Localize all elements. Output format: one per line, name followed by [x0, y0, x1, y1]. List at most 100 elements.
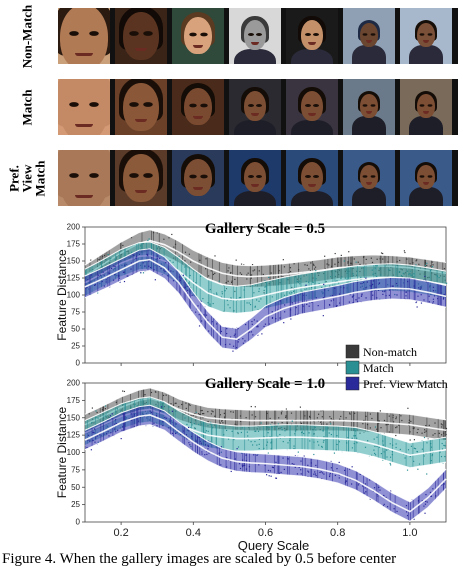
scatter-point [186, 438, 188, 440]
scatter-point [112, 279, 115, 281]
scatter-point [123, 390, 126, 393]
y-tick-label: 0 [76, 359, 81, 368]
scatter-point [321, 445, 323, 448]
scatter-point [191, 424, 193, 426]
scatter-point [168, 410, 170, 412]
scatter-point [186, 290, 188, 292]
scatter-point [210, 413, 212, 415]
scatter-point [220, 296, 223, 298]
scatter-point [270, 442, 272, 444]
y-tick-label: 200 [67, 223, 81, 232]
scatter-point [114, 423, 116, 425]
scatter-point [336, 435, 338, 437]
scatter-point [119, 410, 122, 412]
scatter-point [247, 272, 249, 274]
scatter-point [263, 325, 265, 328]
scatter-point [228, 267, 230, 269]
scatter-point [110, 257, 112, 259]
scatter-point [115, 419, 117, 421]
scatter-point [192, 280, 194, 283]
scatter-point [429, 491, 432, 494]
scatter-point [148, 260, 150, 262]
scatter-point [289, 270, 292, 273]
scatter-point [258, 443, 260, 445]
scatter-point [122, 271, 125, 273]
scatter-point [199, 259, 201, 261]
scatter-point [176, 431, 179, 433]
series-bound-line [84, 396, 447, 444]
y-tick-label: 0 [76, 518, 81, 527]
scatter-point [297, 281, 299, 283]
scatter-point [335, 305, 338, 308]
scatter-point [298, 466, 300, 469]
scatter-point [318, 283, 320, 285]
scatter-point [167, 275, 169, 277]
scatter-point [245, 417, 247, 419]
scatter-point [389, 443, 391, 445]
scatter-point [89, 440, 91, 442]
scatter-point [413, 439, 416, 441]
scatter-point [93, 284, 96, 286]
scatter-point [189, 404, 191, 406]
scatter-point [391, 285, 393, 287]
scatter-point [269, 470, 272, 472]
scatter-point [424, 512, 426, 514]
scatter-point [87, 439, 89, 441]
scatter-point [380, 252, 383, 254]
face-photo [400, 79, 452, 135]
scatter-point [243, 264, 245, 266]
scatter-point [208, 452, 210, 454]
scatter-point [202, 413, 204, 415]
scatter-point [86, 446, 88, 449]
scatter-point [296, 280, 298, 283]
scatter-point [115, 401, 117, 403]
scatter-point [162, 394, 165, 397]
scatter-point [236, 448, 238, 450]
scatter-point [409, 439, 411, 441]
scatter-point [348, 301, 350, 303]
scatter-point [173, 246, 175, 248]
scatter-point [300, 473, 302, 475]
scatter-point [200, 320, 203, 322]
scatter-point [393, 421, 395, 423]
face-photo [400, 150, 452, 206]
scatter-point [336, 468, 338, 470]
scatter-point [366, 281, 368, 283]
scatter-point [367, 440, 369, 442]
scatter-point [374, 289, 377, 291]
scatter-point [313, 473, 315, 475]
scatter-point [421, 432, 423, 434]
scatter-point [254, 440, 256, 443]
scatter-point [178, 255, 180, 257]
scatter-point [95, 437, 97, 439]
scatter-point [191, 435, 193, 438]
scatter-point [188, 253, 190, 255]
scatter-point [154, 279, 156, 281]
scatter-point [106, 433, 108, 435]
scatter-point [130, 407, 132, 409]
scatter-point [266, 474, 268, 476]
scatter-point [220, 330, 222, 332]
series-bound-line [84, 229, 447, 267]
scatter-point [421, 500, 423, 502]
scatter-point [275, 477, 277, 479]
scatter-point [92, 431, 94, 434]
scatter-point [304, 288, 306, 290]
scatter-point [107, 419, 109, 422]
scatter-point [406, 270, 409, 272]
scatter-point [207, 411, 209, 413]
scatter-point [238, 338, 240, 341]
scatter-point [169, 412, 171, 414]
scatter-point [444, 455, 446, 458]
scatter-point [323, 436, 325, 438]
scatter-point [258, 270, 260, 272]
scatter-point [175, 402, 177, 404]
scatter-point [403, 250, 406, 252]
scatter-point [194, 413, 196, 415]
scatter-point [189, 427, 192, 429]
scatter-point [97, 274, 99, 276]
scatter-point [109, 259, 111, 261]
scatter-point [209, 305, 211, 307]
scatter-point [365, 415, 367, 417]
scatter-point [308, 281, 310, 283]
